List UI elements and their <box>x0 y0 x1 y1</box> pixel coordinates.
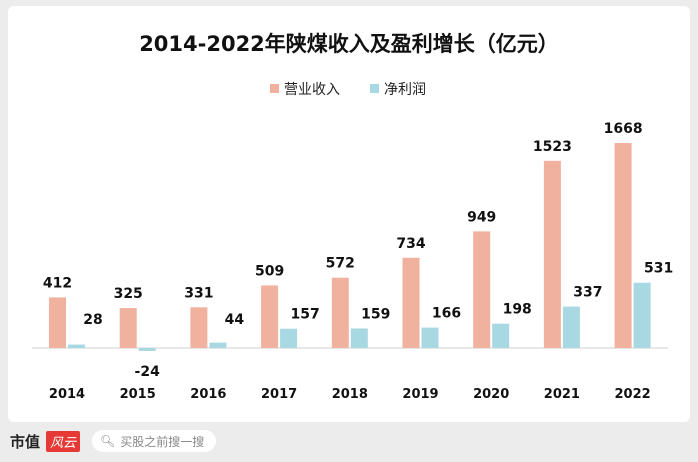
data-label: 734 <box>396 236 425 252</box>
bar-profit-2015 <box>138 348 156 351</box>
bar-profit-2016 <box>209 342 227 348</box>
legend-label-1: 净利润 <box>384 82 426 98</box>
x-tick-label: 2019 <box>402 387 438 402</box>
x-tick-label: 2017 <box>261 387 297 402</box>
x-tick-label: 2016 <box>190 387 226 402</box>
bar-chart: 2014-2022年陕煤收入及盈利增长（亿元） 营业收入 净利润 412 28 201… <box>32 32 673 402</box>
bar-revenue-2017 <box>261 285 279 348</box>
chart-title: 2014-2022年陕煤收入及盈利增长（亿元） <box>139 32 559 56</box>
x-tick-label: 2022 <box>615 387 651 402</box>
bar-profit-2020 <box>492 323 510 348</box>
data-label: 159 <box>361 306 390 322</box>
data-label: 531 <box>644 261 673 277</box>
bar-profit-2014 <box>68 344 85 348</box>
data-label: 509 <box>255 263 284 279</box>
data-label: -24 <box>135 364 161 380</box>
x-tick-label: 2014 <box>49 387 85 402</box>
search-box[interactable]: 🔍︎ 买股之前搜一搜 <box>92 430 217 452</box>
bar-revenue-2018 <box>331 277 349 348</box>
legend-swatch-1 <box>370 84 379 93</box>
bar-revenue-2022 <box>614 143 632 348</box>
data-label: 325 <box>114 286 143 302</box>
bar-revenue-2016 <box>190 307 208 348</box>
data-label: 1668 <box>604 121 643 137</box>
data-label: 572 <box>326 256 355 272</box>
search-icon: 🔍︎ <box>100 434 116 448</box>
data-label: 337 <box>573 285 602 301</box>
data-label: 28 <box>83 312 102 328</box>
data-label: 44 <box>225 312 245 328</box>
bar-revenue-2021 <box>543 160 561 348</box>
data-label: 198 <box>503 302 532 318</box>
brand-logo: 风云 <box>46 430 81 452</box>
x-tick-label: 2021 <box>544 387 580 402</box>
data-label: 412 <box>43 275 72 291</box>
legend-label-0: 营业收入 <box>284 82 340 98</box>
brand-text: 市值 <box>10 432 41 451</box>
bars: 412 28 2014 325 -24 2015 331 44 2016 509 157 2017 57… <box>43 121 673 402</box>
bar-revenue-2020 <box>473 231 491 348</box>
data-label: 949 <box>467 209 496 225</box>
bar-revenue-2014 <box>49 297 66 348</box>
x-tick-label: 2015 <box>120 387 156 402</box>
data-label: 1523 <box>533 139 572 155</box>
x-tick-label: 2020 <box>473 387 509 402</box>
bar-profit-2022 <box>633 282 651 348</box>
chart-card: 2014-2022年陕煤收入及盈利增长（亿元） 营业收入 净利润 412 28 201… <box>8 6 690 422</box>
bar-profit-2018 <box>350 328 368 348</box>
bar-profit-2021 <box>562 306 580 348</box>
search-placeholder: 买股之前搜一搜 <box>120 434 205 449</box>
footer: 市值 风云 🔍︎ 买股之前搜一搜 <box>10 428 217 454</box>
bar-profit-2019 <box>421 327 439 348</box>
data-label: 331 <box>184 285 213 301</box>
x-tick-label: 2018 <box>332 387 368 402</box>
legend: 营业收入 净利润 <box>270 82 426 98</box>
data-label: 166 <box>432 306 461 322</box>
bar-revenue-2015 <box>119 308 137 348</box>
data-label: 157 <box>290 307 319 323</box>
legend-swatch-0 <box>270 84 279 93</box>
bar-revenue-2019 <box>402 257 420 348</box>
bar-profit-2017 <box>280 328 298 348</box>
